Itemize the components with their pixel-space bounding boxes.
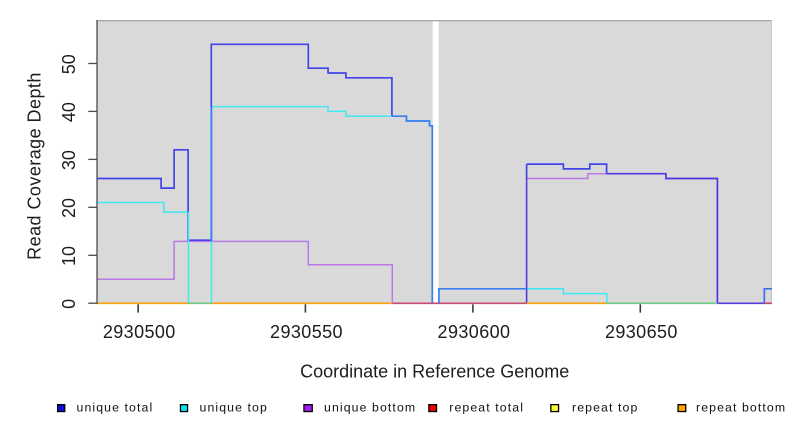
svg-text:20: 20 [59, 198, 79, 218]
svg-text:Read Coverage Depth: Read Coverage Depth [25, 72, 45, 260]
svg-text:50: 50 [59, 54, 79, 74]
svg-text:30: 30 [59, 150, 79, 170]
svg-text:unique top: unique top [200, 400, 268, 414]
svg-text:10: 10 [59, 246, 79, 266]
svg-text:repeat top: repeat top [572, 400, 638, 414]
svg-text:repeat bottom: repeat bottom [696, 400, 786, 414]
svg-text:repeat total: repeat total [449, 400, 524, 414]
svg-text:Coordinate in Reference Genome: Coordinate in Reference Genome [300, 361, 569, 381]
svg-text:2930600: 2930600 [438, 322, 511, 342]
svg-text:unique total: unique total [77, 400, 154, 414]
svg-text:2930650: 2930650 [605, 322, 678, 342]
svg-text:0: 0 [59, 299, 79, 309]
svg-text:2930500: 2930500 [103, 322, 176, 342]
svg-text:2930550: 2930550 [270, 322, 343, 342]
svg-text:40: 40 [59, 102, 79, 122]
svg-text:unique bottom: unique bottom [324, 400, 416, 414]
